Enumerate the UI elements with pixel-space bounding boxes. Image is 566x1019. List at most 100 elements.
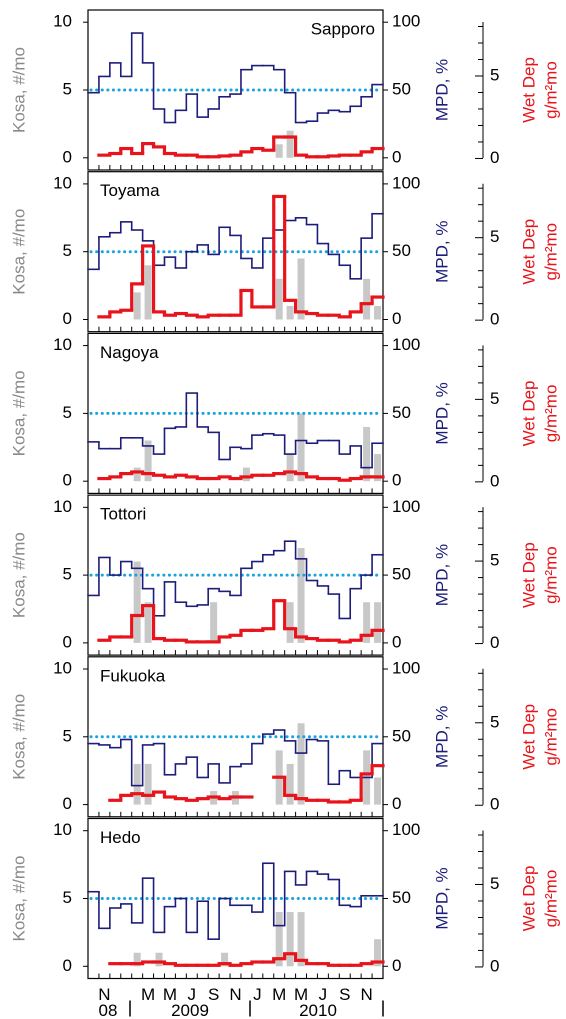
y3-tick-label: 5 xyxy=(490,65,499,84)
kosa-bar xyxy=(297,547,305,643)
y3-axis-title: Wet Dep xyxy=(519,380,538,446)
y-axis-title: Kosa, #/mo xyxy=(9,47,28,133)
panel-title: Nagoya xyxy=(100,343,159,362)
x-tick-label: N xyxy=(98,985,110,1004)
kosa-bar xyxy=(286,454,294,482)
y-axis-title: Kosa, #/mo xyxy=(9,209,28,295)
y-tick-label: 0 xyxy=(63,794,72,813)
kosa-bar xyxy=(133,763,141,805)
kosa-bar xyxy=(144,265,152,320)
x-tick-label: N xyxy=(229,985,241,1004)
y3-tick-label: 5 xyxy=(490,712,499,731)
y2-tick-label: 0 xyxy=(392,632,401,651)
kosa-bar xyxy=(275,278,283,320)
y2-tick-label: 0 xyxy=(392,147,401,166)
kosa-bar xyxy=(374,602,382,643)
y3-tick-label: 0 xyxy=(490,310,499,329)
kosa-bar xyxy=(363,278,371,320)
y3-axis-title: Wet Dep xyxy=(519,542,538,608)
y3-axis-title: g/m²mo xyxy=(541,385,560,443)
y-tick-label: 5 xyxy=(63,726,72,745)
y-tick-label: 0 xyxy=(63,471,72,490)
y3-axis-title: g/m²mo xyxy=(541,870,560,928)
y3-tick-label: 5 xyxy=(490,389,499,408)
x-tick-label: J xyxy=(253,985,262,1004)
kosa-bar xyxy=(144,763,152,805)
kosa-bar xyxy=(275,144,283,158)
x-tick-label: M xyxy=(272,985,286,1004)
y2-axis-title: MPD, % xyxy=(432,382,451,444)
y-axis-title: Kosa, #/mo xyxy=(9,532,28,618)
y2-tick-label: 0 xyxy=(392,794,401,813)
y3-axis-title: g/m²mo xyxy=(541,546,560,604)
kosa-bar xyxy=(221,952,229,967)
kosa-bar xyxy=(133,561,141,643)
x-tick-label: N xyxy=(360,985,372,1004)
y2-tick-label: 50 xyxy=(392,565,411,584)
y3-tick-label: 0 xyxy=(490,633,499,652)
y2-axis-title: MPD, % xyxy=(432,544,451,606)
y3-tick-label: 0 xyxy=(490,795,499,814)
year-label: 2010 xyxy=(299,1001,337,1019)
kosa-bar xyxy=(363,602,371,643)
y2-tick-label: 50 xyxy=(392,79,411,98)
y3-tick-label: 5 xyxy=(490,874,499,893)
kosa-bar xyxy=(297,912,305,967)
year-label: 08 xyxy=(99,1001,118,1019)
y-tick-label: 5 xyxy=(63,565,72,584)
y-tick-label: 10 xyxy=(53,497,72,516)
y3-axis-title: g/m²mo xyxy=(541,61,560,119)
y-tick-label: 5 xyxy=(63,403,72,422)
kosa-bar xyxy=(286,602,294,643)
y-tick-label: 5 xyxy=(63,79,72,98)
kosa-bar xyxy=(297,258,305,320)
y-tick-label: 5 xyxy=(63,241,72,260)
y2-tick-label: 50 xyxy=(392,403,411,422)
kosa-bar xyxy=(286,912,294,967)
kosa-bar xyxy=(374,939,382,967)
y3-tick-label: 0 xyxy=(490,956,499,975)
year-label: 2009 xyxy=(171,1001,209,1019)
y2-tick-label: 100 xyxy=(392,820,420,839)
kosa-bar xyxy=(210,602,218,643)
y3-axis-title: Wet Dep xyxy=(519,704,538,770)
y2-tick-label: 100 xyxy=(392,658,420,677)
y2-axis-title: MPD, % xyxy=(432,706,451,768)
y2-tick-label: 0 xyxy=(392,309,401,328)
y2-tick-label: 0 xyxy=(392,471,401,490)
x-tick-label: J xyxy=(188,985,197,1004)
kosa-bar xyxy=(374,305,382,320)
y-tick-label: 0 xyxy=(63,147,72,166)
x-tick-label: M xyxy=(141,985,155,1004)
y2-tick-label: 100 xyxy=(392,173,420,192)
y3-tick-label: 5 xyxy=(490,551,499,570)
x-tick-label: S xyxy=(339,985,350,1004)
y3-axis-title: g/m²mo xyxy=(541,223,560,281)
y2-tick-label: 0 xyxy=(392,956,401,975)
panel-title: Hedo xyxy=(100,828,141,847)
y2-tick-label: 50 xyxy=(392,241,411,260)
y-tick-label: 0 xyxy=(63,632,72,651)
kosa-bar xyxy=(363,426,371,482)
panel-title: Toyama xyxy=(100,181,160,200)
kosa-bar xyxy=(374,777,382,805)
y3-axis-title: Wet Dep xyxy=(519,866,538,932)
y2-axis-title: MPD, % xyxy=(432,867,451,929)
kosa-bar xyxy=(374,454,382,482)
y-tick-label: 0 xyxy=(63,309,72,328)
kosa-bar xyxy=(133,292,141,320)
kosa-bar xyxy=(144,440,152,482)
kosa-bar xyxy=(144,602,152,643)
kosa-bar xyxy=(275,912,283,967)
x-tick-label: S xyxy=(208,985,219,1004)
panel-title: Sapporo xyxy=(311,19,375,38)
y-axis-title: Kosa, #/mo xyxy=(9,370,28,456)
y3-axis-title: Wet Dep xyxy=(519,57,538,123)
y-tick-label: 10 xyxy=(53,12,72,31)
y-tick-label: 10 xyxy=(53,658,72,677)
kosa-bar xyxy=(286,130,294,158)
kosa-bar xyxy=(133,467,141,482)
y2-axis-title: MPD, % xyxy=(432,59,451,121)
y-tick-label: 5 xyxy=(63,888,72,907)
